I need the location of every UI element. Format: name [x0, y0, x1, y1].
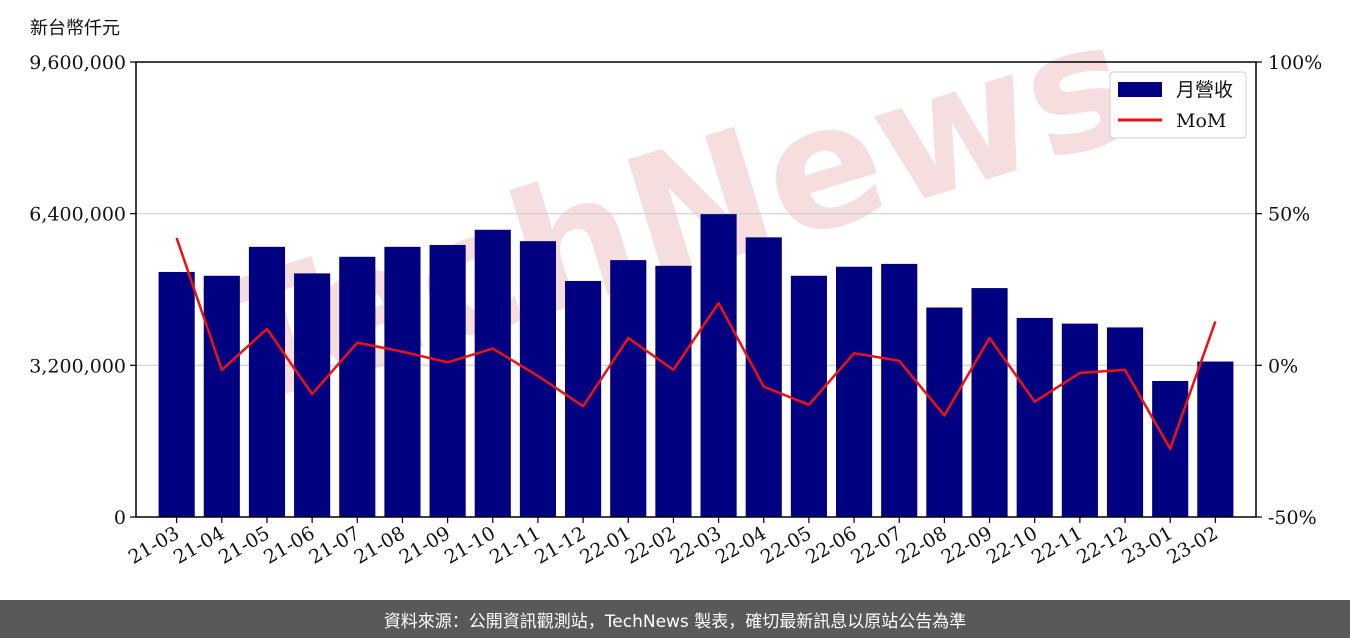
x-tick-label: 22-06 [802, 522, 860, 568]
x-tick-label: 21-10 [441, 522, 499, 568]
revenue-bar [745, 237, 782, 518]
revenue-bar [474, 229, 511, 517]
footer-text: 資料來源：公開資訊觀測站，TechNews 製表，確切最新訊息以原站公告為準 [383, 611, 967, 632]
left-axis: 0 3,200,000 6,400,000 9,600,000 [29, 52, 136, 529]
revenue-bar [700, 214, 737, 517]
revenue-bar [971, 288, 1008, 517]
x-tick-label: 21-07 [305, 522, 363, 568]
x-tick-label: 21-05 [215, 522, 273, 568]
x-tick-label: 23-01 [1118, 522, 1176, 568]
revenue-bar [158, 271, 195, 517]
x-tick-label: 21-06 [260, 522, 318, 568]
x-tick-label: 22-04 [712, 522, 770, 568]
x-axis: 21-0321-0421-0521-0621-0721-0821-0921-10… [125, 517, 1222, 569]
left-tick-label: 9,600,000 [29, 52, 126, 74]
x-tick-label: 21-04 [170, 522, 228, 568]
source-footer: 資料來源：公開資訊觀測站，TechNews 製表，確切最新訊息以原站公告為準 [0, 600, 1350, 638]
legend: 月營收 MoM [1109, 71, 1247, 139]
x-tick-label: 22-01 [576, 522, 634, 568]
x-tick-label: 22-11 [1028, 522, 1086, 568]
x-tick-label: 22-05 [757, 522, 815, 568]
y-axis-unit-label: 新台幣仟元 [30, 18, 120, 39]
x-tick-label: 21-11 [486, 522, 544, 568]
revenue-bar [339, 256, 376, 517]
revenue-bar [384, 246, 421, 517]
revenue-bar [203, 275, 240, 517]
x-tick-label: 22-12 [1073, 522, 1131, 568]
revenue-bar [610, 260, 647, 517]
x-tick-label: 21-09 [396, 522, 454, 568]
revenue-bar [881, 263, 918, 517]
x-tick-label: 22-07 [847, 522, 905, 568]
right-tick-label: 100% [1268, 52, 1322, 74]
revenue-bar [519, 241, 556, 517]
revenue-bar [655, 265, 692, 517]
revenue-bar [1106, 327, 1144, 517]
revenue-bar [429, 244, 466, 517]
x-tick-label: 21-08 [351, 522, 409, 568]
x-tick-label: 21-12 [531, 522, 589, 568]
right-axis: -50% 0% 50% 100% [1256, 52, 1322, 529]
x-tick-label: 22-08 [892, 522, 950, 568]
left-tick-label: 3,200,000 [29, 355, 126, 377]
legend-bar-label: 月營收 [1176, 79, 1233, 101]
legend-line-label: MoM [1176, 110, 1226, 132]
x-tick-label: 23-02 [1163, 522, 1221, 568]
revenue-bar [1016, 317, 1053, 517]
right-tick-label: 0% [1268, 355, 1298, 377]
x-tick-label: 22-10 [983, 522, 1041, 568]
revenue-bar [790, 275, 827, 517]
x-tick-label: 22-02 [621, 522, 679, 568]
right-tick-label: -50% [1268, 507, 1317, 529]
revenue-bar [836, 266, 873, 517]
x-tick-label: 21-03 [125, 522, 183, 568]
left-tick-label: 6,400,000 [29, 204, 126, 226]
x-tick-label: 22-03 [667, 522, 725, 568]
revenue-bar [1061, 323, 1098, 517]
right-tick-label: 50% [1268, 204, 1310, 226]
legend-bar-swatch [1118, 82, 1162, 97]
revenue-bar [926, 307, 963, 517]
x-tick-label: 22-09 [938, 522, 996, 568]
revenue-bar [248, 246, 286, 517]
mom-line [175, 237, 1217, 451]
plot-frame [135, 61, 1257, 518]
line-series [175, 237, 1217, 451]
bar-series [158, 214, 1234, 518]
left-tick-label: 0 [114, 507, 126, 529]
revenue-bar [1197, 361, 1234, 517]
